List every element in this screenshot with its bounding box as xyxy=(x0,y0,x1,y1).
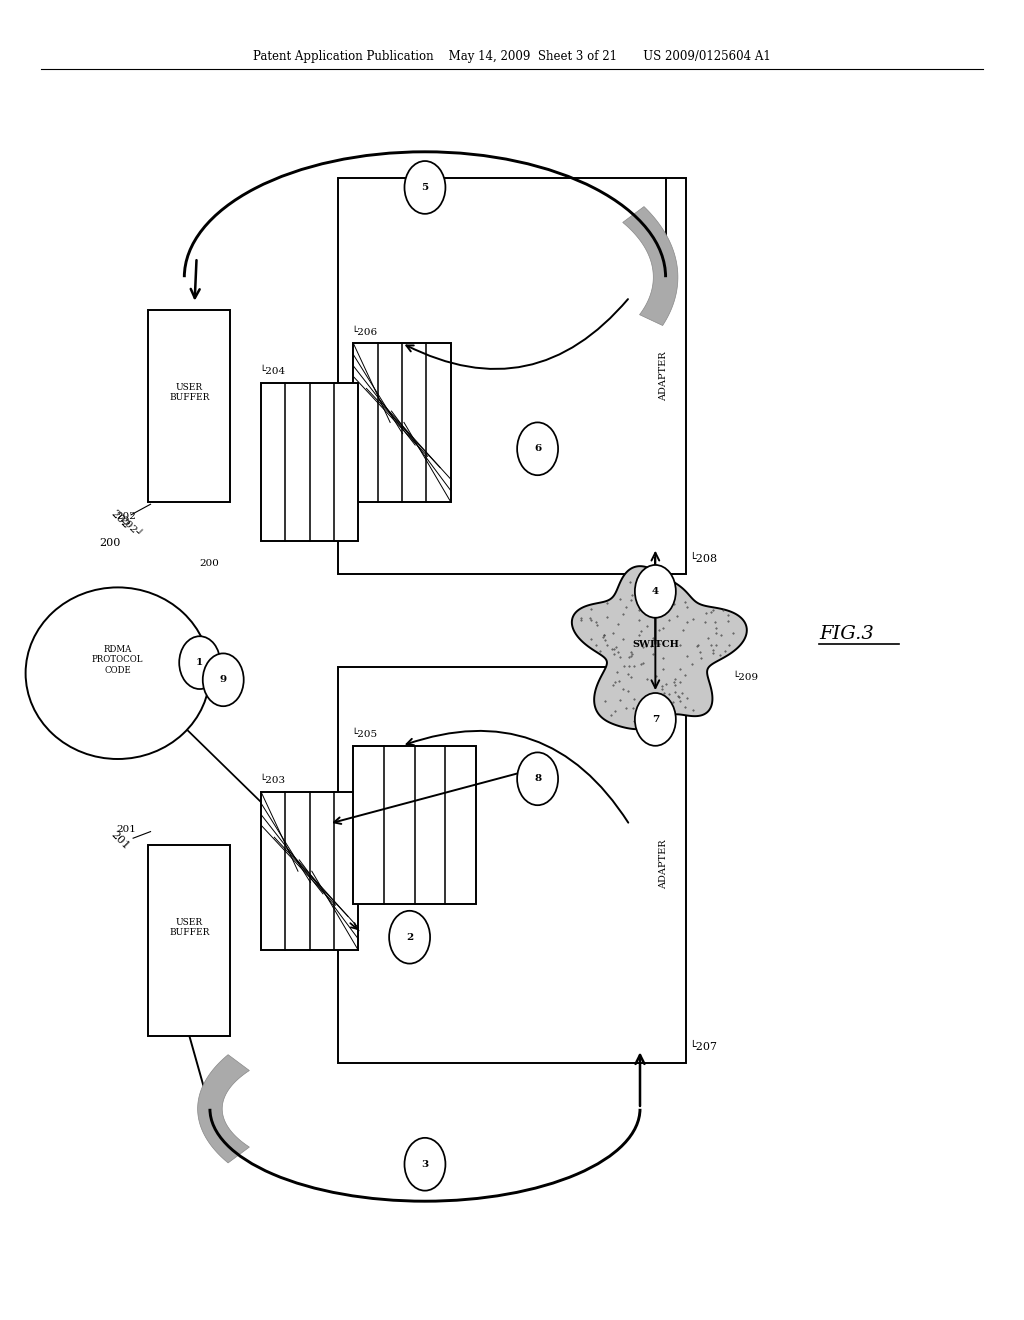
Circle shape xyxy=(517,752,558,805)
Text: 7: 7 xyxy=(651,715,659,723)
Polygon shape xyxy=(571,566,746,729)
Text: 202: 202 xyxy=(109,508,131,531)
Text: ADAPTER: ADAPTER xyxy=(659,351,668,401)
Bar xyxy=(261,792,358,950)
Text: └209: └209 xyxy=(732,672,759,682)
Circle shape xyxy=(404,1138,445,1191)
Text: 9: 9 xyxy=(220,676,226,684)
Text: └207: └207 xyxy=(689,1041,717,1052)
Text: 2: 2 xyxy=(406,933,414,941)
Text: ADAPTER: ADAPTER xyxy=(659,840,668,890)
Circle shape xyxy=(203,653,244,706)
Circle shape xyxy=(389,911,430,964)
Bar xyxy=(261,383,358,541)
Text: └203: └203 xyxy=(259,776,286,785)
Circle shape xyxy=(179,636,220,689)
Text: 1: 1 xyxy=(196,659,204,667)
Text: USER
BUFFER: USER BUFFER xyxy=(169,383,210,403)
Text: 5: 5 xyxy=(422,183,428,191)
Circle shape xyxy=(404,161,445,214)
Text: 202: 202 xyxy=(117,512,136,521)
Bar xyxy=(148,310,230,502)
Text: 200: 200 xyxy=(99,537,121,548)
Bar xyxy=(338,178,686,574)
Text: 202┘: 202┘ xyxy=(118,515,143,540)
Text: 4: 4 xyxy=(652,587,658,595)
Circle shape xyxy=(517,422,558,475)
Text: 8: 8 xyxy=(535,775,541,783)
Text: Patent Application Publication    May 14, 2009  Sheet 3 of 21       US 2009/0125: Patent Application Publication May 14, 2… xyxy=(253,50,771,63)
Ellipse shape xyxy=(26,587,210,759)
Text: └204: └204 xyxy=(259,367,286,376)
Text: 201: 201 xyxy=(109,829,131,851)
Text: 3: 3 xyxy=(422,1160,428,1168)
Polygon shape xyxy=(623,206,678,326)
Circle shape xyxy=(635,565,676,618)
Text: USER
BUFFER: USER BUFFER xyxy=(169,917,210,937)
Text: └205: └205 xyxy=(351,730,378,739)
Text: └208: └208 xyxy=(689,553,717,564)
Text: 201: 201 xyxy=(117,825,136,834)
Bar xyxy=(353,343,451,502)
Text: FIG.3: FIG.3 xyxy=(819,624,873,643)
Text: RDMA
PROTOCOL
CODE: RDMA PROTOCOL CODE xyxy=(92,645,143,675)
Text: 200: 200 xyxy=(200,558,219,568)
Text: SWITCH: SWITCH xyxy=(632,640,679,648)
Text: └206: └206 xyxy=(351,327,378,337)
Circle shape xyxy=(635,693,676,746)
Text: 6: 6 xyxy=(534,445,542,453)
Polygon shape xyxy=(198,1055,250,1163)
Bar xyxy=(148,845,230,1036)
Bar xyxy=(353,746,476,904)
Bar xyxy=(338,667,686,1063)
